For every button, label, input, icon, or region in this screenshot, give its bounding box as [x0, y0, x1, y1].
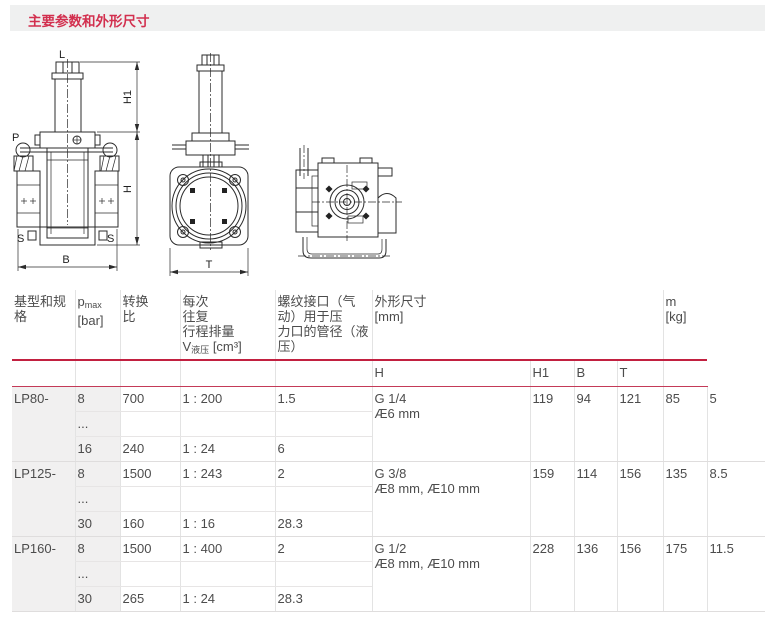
spec-cell: 8 — [74, 536, 120, 562]
pmax-cell: 1500 — [119, 536, 180, 562]
spec-table: 基型和规格 pmax [bar] 转换 比 每次 往复 行程排量 V液压 [cm… — [12, 290, 766, 612]
subheader-h1: H1 — [529, 360, 574, 387]
header-port: 螺纹接口（气动）用于压 力口的管径（液压） — [274, 290, 372, 361]
dim-h1-cell: 136 — [573, 536, 617, 612]
spec-cell: 30 — [74, 511, 120, 537]
dim-h-cell: 228 — [529, 536, 574, 612]
mass-cell: 8.5 — [706, 461, 766, 537]
displacement-cell — [274, 411, 372, 437]
header-pmax: pmax [bar] — [74, 290, 120, 361]
pmax-cell: 240 — [119, 436, 180, 462]
pmax-cell — [119, 561, 180, 587]
table-header-row: 基型和规格 pmax [bar] 转换 比 每次 往复 行程排量 V液压 [cm… — [12, 290, 765, 361]
table-row: 16 240 1 : 24 6 — [12, 436, 765, 462]
section-title-bar: 主要参数和外形尺寸 — [10, 5, 765, 31]
dim-b-cell: 156 — [616, 461, 664, 537]
dim-t-cell: 85 — [662, 386, 708, 462]
spec-cell: 16 — [74, 436, 120, 462]
table-row: LP80- 8 700 1 : 200 1.5 G 1/4 Æ6 mm 119 … — [12, 386, 766, 462]
spec-cell: 8 — [74, 461, 120, 487]
header-mass: m [kg] — [662, 290, 708, 361]
ratio-cell: 1 : 243 — [179, 461, 275, 487]
subheader-h: H — [371, 360, 530, 387]
model-cell: LP160- — [12, 536, 75, 612]
rear-view — [295, 145, 402, 259]
table-row: ... — [12, 486, 765, 512]
port-cell: G 1/2 Æ8 mm, Æ10 mm — [371, 536, 530, 612]
spec-cell: 8 — [74, 386, 120, 412]
pmax-cell: 1500 — [119, 461, 180, 487]
dim-h-cell: 119 — [529, 386, 574, 462]
displacement-cell: 6 — [274, 436, 372, 462]
displacement-cell — [274, 561, 372, 587]
ratio-cell: 1 : 400 — [179, 536, 275, 562]
side-view — [169, 53, 249, 276]
header-model: 基型和规格 — [12, 290, 75, 361]
dim-label-h: H — [122, 185, 134, 193]
ratio-cell: 1 : 24 — [179, 436, 275, 462]
dim-label-l: L — [59, 49, 65, 61]
header-ratio: 转换 比 — [119, 290, 180, 361]
table-row: ... — [12, 561, 765, 587]
pmax-cell — [119, 411, 180, 437]
dim-t-cell: 175 — [662, 536, 708, 612]
model-cell: LP125- — [12, 461, 75, 537]
spec-cell: 30 — [74, 586, 120, 612]
spec-cell: ... — [74, 411, 120, 437]
front-view — [13, 59, 140, 271]
subheader-b: B — [573, 360, 617, 387]
displacement-cell: 28.3 — [274, 586, 372, 612]
header-displacement: 每次 往复 行程排量 V液压 [cm³] — [179, 290, 275, 361]
displacement-cell — [274, 486, 372, 512]
mass-cell: 11.5 — [706, 536, 766, 612]
subheader-m — [662, 360, 708, 387]
pmax-cell: 265 — [119, 586, 180, 612]
port-cell: G 1/4 Æ6 mm — [371, 386, 530, 462]
ratio-cell: 1 : 24 — [179, 586, 275, 612]
technical-drawing: L P S S B H1 H — [12, 49, 402, 276]
pmax-cell — [119, 486, 180, 512]
pmax-cell: 700 — [119, 386, 180, 412]
displacement-cell: 28.3 — [274, 511, 372, 537]
port-label-p: P — [12, 132, 19, 144]
ratio-cell: 1 : 16 — [179, 511, 275, 537]
ratio-cell: 1 : 200 — [179, 386, 275, 412]
technical-drawings: L P S S B H1 H — [0, 45, 430, 287]
dim-h-cell: 159 — [529, 461, 574, 537]
port-label-s-left: S — [17, 233, 24, 245]
ratio-cell — [179, 486, 275, 512]
port-label-s-right: S — [107, 233, 114, 245]
table-row: ... — [12, 411, 765, 437]
dim-label-h1: H1 — [122, 90, 134, 104]
page-title: 主要参数和外形尺寸 — [28, 14, 150, 29]
pmax-cell: 160 — [119, 511, 180, 537]
dim-h1-cell: 114 — [573, 461, 617, 537]
model-cell: LP80- — [12, 386, 75, 462]
dim-label-b: B — [62, 254, 69, 266]
ratio-cell — [179, 561, 275, 587]
table-row: LP160- 8 1500 1 : 400 2 G 1/2 Æ8 mm, Æ10… — [12, 536, 766, 612]
header-dimensions: 外形尺寸 [mm] — [371, 290, 664, 361]
dim-h1-cell: 94 — [573, 386, 617, 462]
displacement-cell: 1.5 — [274, 386, 372, 412]
ratio-cell — [179, 411, 275, 437]
table-subheader-row: H H1 B T — [12, 360, 765, 387]
spec-cell: ... — [74, 486, 120, 512]
dim-label-t: T — [206, 259, 213, 271]
table-row: LP125- 8 1500 1 : 243 2 G 3/8 Æ8 mm, Æ10… — [12, 461, 766, 537]
dim-b-cell: 156 — [616, 536, 664, 612]
dim-b-cell: 121 — [616, 386, 664, 462]
displacement-cell: 2 — [274, 461, 372, 487]
displacement-cell: 2 — [274, 536, 372, 562]
spec-cell: ... — [74, 561, 120, 587]
table-row: 30 265 1 : 24 28.3 — [12, 586, 765, 612]
subheader-t: T — [616, 360, 664, 387]
table-row: 30 160 1 : 16 28.3 — [12, 511, 765, 537]
mass-cell: 5 — [706, 386, 766, 462]
port-cell: G 3/8 Æ8 mm, Æ10 mm — [371, 461, 530, 537]
dim-t-cell: 135 — [662, 461, 708, 537]
